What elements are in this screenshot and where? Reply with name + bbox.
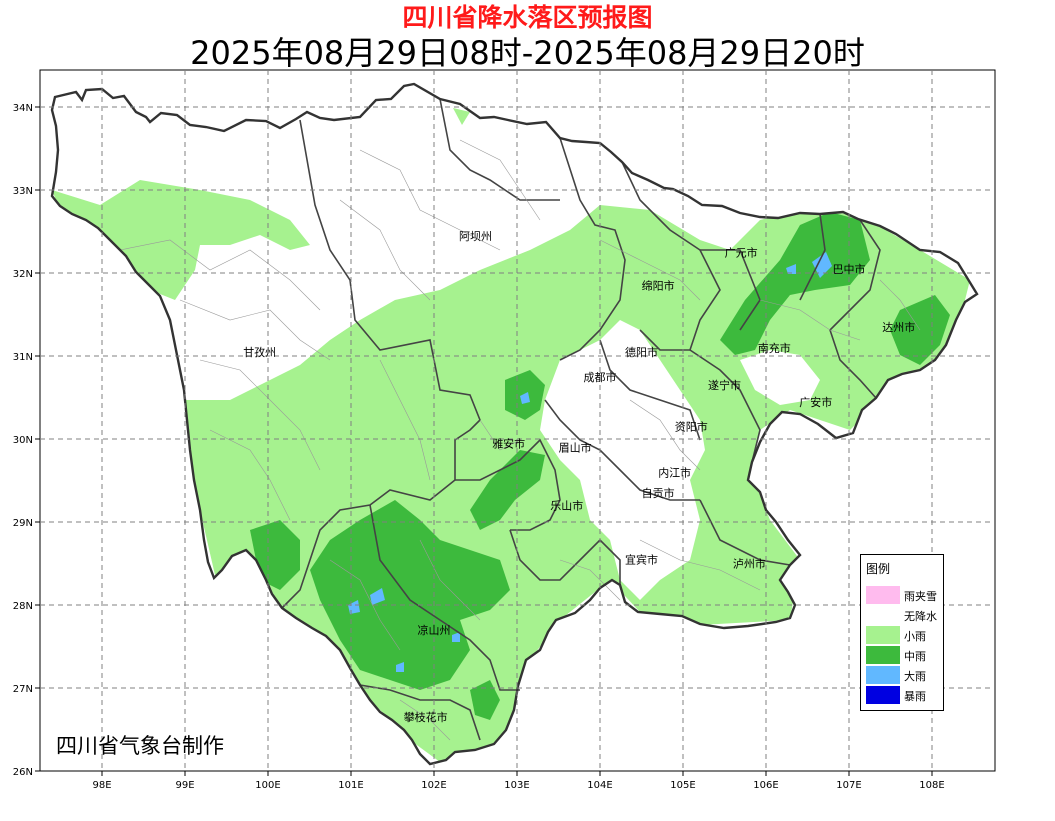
lat-axis: 26N 27N 28N 29N 30N 31N 32N 33N 34N	[13, 103, 40, 778]
county-boundaries	[119, 139, 921, 741]
light-rain-region-nw	[52, 180, 310, 300]
legend-item-light-rain: 小雨	[866, 626, 942, 644]
city-label: 凉山州	[418, 623, 451, 637]
legend-swatch-heavy-rain	[866, 666, 900, 684]
city-label: 自贡市	[642, 486, 675, 500]
lon-tick-label: 102E	[421, 780, 446, 791]
lon-tick-label: 101E	[338, 780, 363, 791]
lon-tick-label: 98E	[92, 780, 111, 791]
city-label: 绵阳市	[642, 279, 675, 293]
heavy-rain-liangshan-3	[452, 632, 460, 642]
lat-tick-label: 27N	[13, 684, 33, 695]
heavy-rain-liangshan-1	[370, 588, 385, 605]
grid-lines	[40, 70, 995, 771]
lon-tick-label: 106E	[753, 780, 778, 791]
city-label: 达州市	[882, 320, 915, 334]
legend-label-sleet: 雨夹雪	[904, 590, 937, 603]
city-label: 成都市	[584, 370, 617, 384]
legend-item-heavy-rain: 大雨	[866, 666, 942, 684]
lon-tick-label: 107E	[836, 780, 861, 791]
moderate-rain-yaan	[470, 450, 545, 530]
map-title: 四川省降水落区预报图	[402, 3, 653, 32]
moderate-rain-liangshan	[310, 500, 510, 690]
lon-tick-label: 103E	[504, 780, 529, 791]
lon-tick-label: 100E	[255, 780, 280, 791]
city-label: 资阳市	[675, 420, 708, 434]
light-rain-patch-north	[453, 108, 470, 125]
legend-label-rainstorm: 暴雨	[904, 690, 926, 703]
legend-item-sleet: 雨夹雪	[866, 586, 942, 604]
no-rain-basin	[540, 320, 705, 600]
city-label: 攀枝花市	[404, 710, 448, 724]
city-label: 甘孜州	[243, 345, 276, 359]
prefecture-boundaries	[281, 98, 881, 741]
lat-tick-label: 33N	[13, 186, 33, 197]
lon-tick-label: 105E	[670, 780, 695, 791]
heavy-rain-bazhong	[812, 252, 832, 278]
legend-label-heavy-rain: 大雨	[904, 670, 926, 683]
city-label: 德阳市	[625, 345, 658, 359]
city-label: 广元市	[725, 245, 758, 259]
lat-tick-label: 28N	[13, 601, 33, 612]
forecast-period: 2025年08月29日08时-2025年08月29日20时	[190, 34, 865, 72]
lat-tick-label: 29N	[13, 518, 33, 529]
legend-item-no-rain: 无降水	[866, 606, 942, 624]
city-label: 雅安市	[492, 436, 525, 450]
heavy-rain-chengdu-west	[520, 392, 530, 404]
lat-tick-label: 34N	[13, 103, 33, 114]
no-rain-east	[740, 350, 820, 405]
legend-item-rainstorm: 暴雨	[866, 686, 942, 704]
lat-tick-label: 26N	[13, 767, 33, 778]
legend-swatch-light-rain	[866, 626, 900, 644]
heavy-rain-areas	[348, 252, 832, 672]
legend-label-no-rain: 无降水	[904, 610, 937, 623]
producer-credit: 四川省气象台制作	[56, 734, 224, 758]
heavy-rain-liangshan-4	[396, 662, 404, 672]
lat-tick-label: 32N	[13, 269, 33, 280]
city-label: 泸州市	[733, 557, 766, 571]
lat-tick-label: 31N	[13, 352, 33, 363]
legend-item-moderate-rain: 中雨	[866, 646, 942, 664]
city-label: 广安市	[799, 395, 832, 409]
lon-tick-label: 108E	[919, 780, 944, 791]
lon-tick-label: 104E	[587, 780, 612, 791]
city-label: 遂宁市	[708, 378, 741, 392]
legend-swatch-moderate-rain	[866, 646, 900, 664]
city-label: 乐山市	[550, 499, 583, 513]
moderate-rain-panzhihua	[470, 680, 500, 720]
city-label: 阿坝州	[459, 229, 492, 243]
legend-title: 图例	[866, 562, 891, 576]
city-label: 眉山市	[559, 440, 592, 454]
moderate-rain-areas	[250, 212, 950, 720]
city-label: 南充市	[758, 341, 791, 355]
legend-label-light-rain: 小雨	[904, 630, 926, 643]
city-label: 内江市	[658, 465, 691, 479]
lon-axis: 98E 99E 100E 101E 102E 103E 104E 105E 106E 107E 10…	[92, 771, 945, 791]
heavy-rain-guangyuan	[786, 264, 796, 274]
legend: 图例 雨夹雪 无降水 小雨 中雨 大雨 暴雨	[860, 554, 944, 711]
city-label: 巴中市	[833, 262, 866, 276]
legend-swatch-sleet	[866, 586, 900, 604]
legend-label-moderate-rain: 中雨	[904, 650, 926, 663]
moderate-rain-guangyuan-bazhong	[720, 212, 870, 355]
city-label: 宜宾市	[625, 553, 658, 567]
lat-tick-label: 30N	[13, 435, 33, 446]
legend-swatch-rainstorm	[866, 686, 900, 704]
no-rain-holes	[540, 320, 820, 600]
legend-swatch-no-rain	[866, 606, 900, 624]
lon-tick-label: 99E	[175, 780, 194, 791]
